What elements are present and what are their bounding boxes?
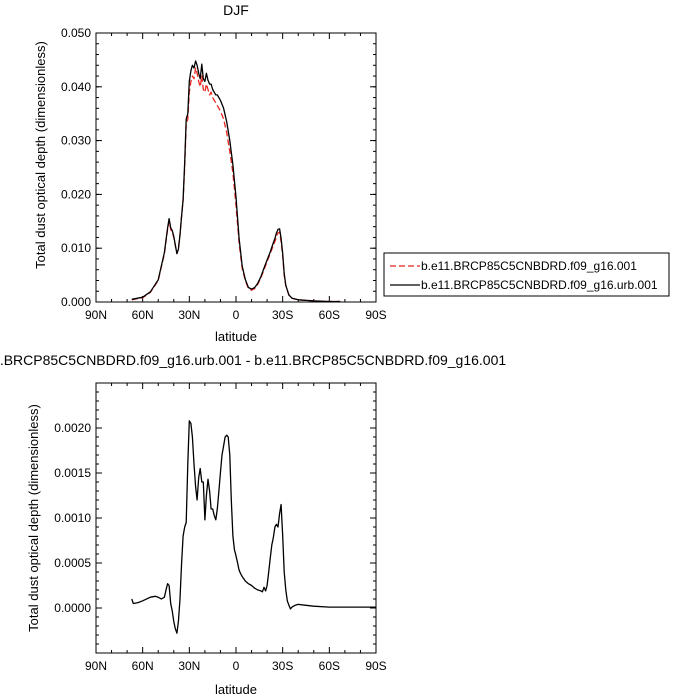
legend-label-series-2: b.e11.BRCP85C5CNBDRD.f09_g16.urb.001 bbox=[421, 278, 658, 292]
top-x-tick-label: 90N bbox=[85, 308, 107, 322]
top-y-tick-label: 0.010 bbox=[61, 241, 91, 255]
bottom-panel: b.e11.BRCP85C5CNBDRD.f09_g16.urb.001 - b… bbox=[0, 352, 506, 697]
top-series-group bbox=[131, 60, 341, 303]
top-x-tick-label: 0 bbox=[233, 308, 240, 322]
bottom-chart-title: b.e11.BRCP85C5CNBDRD.f09_g16.urb.001 - b… bbox=[0, 352, 506, 368]
top-y-tick-label: 0.050 bbox=[61, 26, 91, 40]
top-x-tick-label: 60S bbox=[319, 308, 340, 322]
top-x-tick-label: 30N bbox=[178, 308, 200, 322]
bottom-x-tick-label: 30S bbox=[272, 659, 293, 673]
top-y-tick-label: 0.040 bbox=[61, 80, 91, 94]
bottom-y-tick-label: 0.0010 bbox=[54, 511, 91, 525]
top-y-axis-label: Total dust optical depth (dimensionless) bbox=[33, 41, 48, 269]
bottom-x-tick-label: 0 bbox=[233, 659, 240, 673]
bottom-x-tick-label: 60S bbox=[319, 659, 340, 673]
top-x-tick-label: 60N bbox=[132, 308, 154, 322]
bottom-tick-group: 90N 60N 30N 0 30S 60S 90S 0.0000 0.0005 0.0010 0.0… bbox=[54, 382, 387, 673]
top-legend: b.e11.BRCP85C5CNBDRD.f09_g16.001 b.e11.B… bbox=[383, 252, 670, 297]
top-y-tick-label: 0.030 bbox=[61, 134, 91, 148]
top-x-tick-label: 30S bbox=[272, 308, 293, 322]
bottom-y-tick-label: 0.0020 bbox=[54, 421, 91, 435]
top-plot-frame bbox=[95, 32, 377, 303]
bottom-y-tick-label: 0.0000 bbox=[54, 601, 91, 615]
top-tick-group: 90N 60N 30N 0 30S 60S 90S 0.000 0.010 0.020 0.030 0… bbox=[61, 26, 387, 322]
top-chart-title: DJF bbox=[223, 2, 249, 18]
top-series-line-1 bbox=[131, 67, 341, 303]
top-x-axis-label: latitude bbox=[215, 329, 257, 344]
bottom-x-tick-label: 90S bbox=[365, 659, 386, 673]
bottom-y-tick-label: 0.0005 bbox=[54, 556, 91, 570]
top-y-tick-label: 0.000 bbox=[61, 295, 91, 309]
legend-label-series-1: b.e11.BRCP85C5CNBDRD.f09_g16.001 bbox=[421, 259, 637, 273]
bottom-series-group bbox=[131, 420, 376, 634]
top-y-tick-label: 0.020 bbox=[61, 187, 91, 201]
top-panel: DJF Total dust optical depth (dimensionl… bbox=[33, 2, 670, 344]
bottom-plot-frame bbox=[95, 382, 377, 654]
bottom-y-tick-label: 0.0015 bbox=[54, 466, 91, 480]
bottom-y-axis-label: Total dust optical depth (dimensionless) bbox=[26, 404, 41, 632]
legend-box bbox=[383, 252, 670, 297]
bottom-x-tick-label: 90N bbox=[85, 659, 107, 673]
top-series-line-2 bbox=[131, 60, 341, 303]
bottom-x-tick-label: 60N bbox=[132, 659, 154, 673]
bottom-x-axis-label: latitude bbox=[215, 682, 257, 697]
bottom-series-line-1 bbox=[131, 420, 376, 634]
bottom-x-tick-label: 30N bbox=[178, 659, 200, 673]
top-x-tick-label: 90S bbox=[365, 308, 386, 322]
